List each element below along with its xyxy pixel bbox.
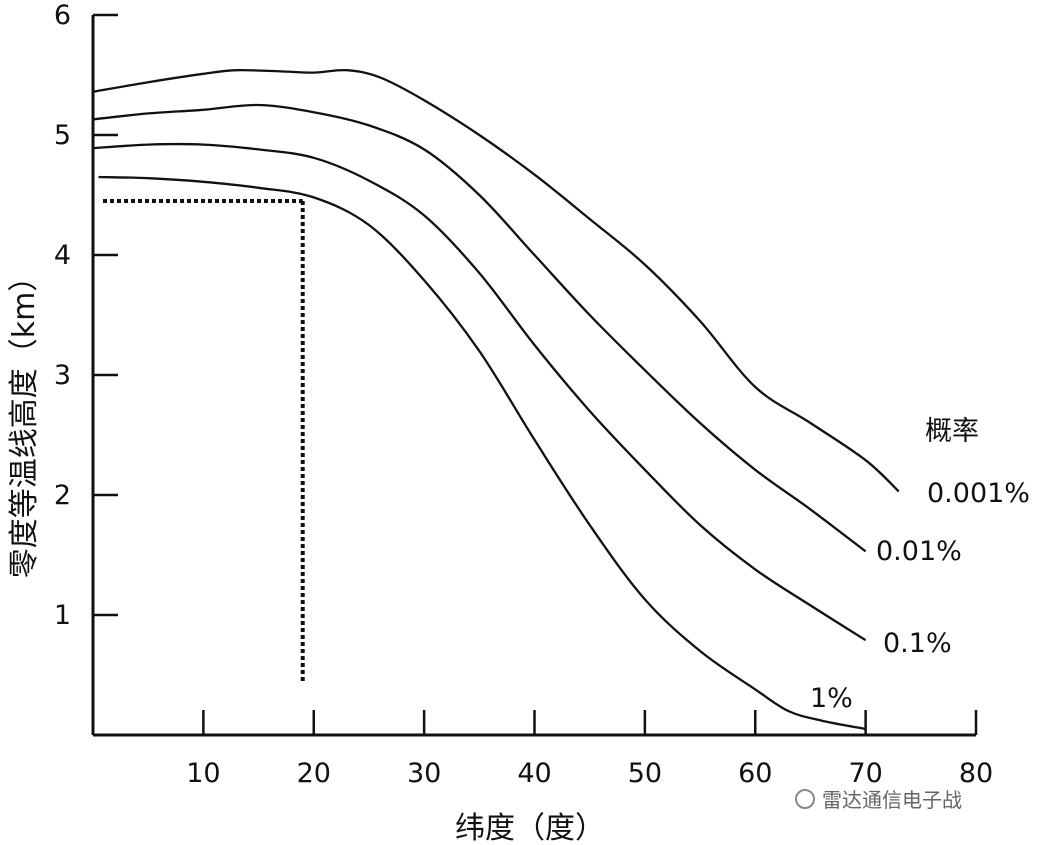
curve-0_1pct <box>92 142 867 642</box>
axes: 1 2 3 4 5 6 10 20 30 40 50 60 70 80 <box>54 0 993 789</box>
wechat-icon <box>795 789 815 809</box>
x-axis-title: 纬度（度） <box>455 811 605 845</box>
x-tick-label: 50 <box>628 758 662 789</box>
x-tick-label: 20 <box>297 758 331 789</box>
y-tick-label: 6 <box>54 0 71 31</box>
x-tick-label: 70 <box>848 758 882 789</box>
y-tick-label: 5 <box>54 120 71 151</box>
x-tick-label: 10 <box>186 758 220 789</box>
y-tick-label: 3 <box>54 360 71 391</box>
legend-title: 概率 <box>925 416 979 447</box>
labels: 纬度（度） 零度等温线高度（km） 概率 0.001% 0.01% 0.1% 1… <box>7 262 1030 845</box>
watermark-text: 雷达通信电子战 <box>822 788 962 812</box>
curve-label-001: 0.01% <box>876 536 962 567</box>
curve-0_001pct <box>92 68 900 493</box>
curves <box>92 68 900 731</box>
curve-label-0001: 0.001% <box>927 478 1030 509</box>
y-axis-title: 零度等温线高度（km） <box>7 262 42 579</box>
x-tick-label: 40 <box>517 758 551 789</box>
curve-0_01pct <box>92 103 867 553</box>
x-tick-label: 30 <box>407 758 441 789</box>
curve-label-1: 1% <box>810 683 853 714</box>
curve-label-01: 0.1% <box>883 628 952 659</box>
curve-1pct <box>98 175 866 731</box>
y-tick-label: 4 <box>54 240 71 271</box>
x-tick-label: 80 <box>959 758 993 789</box>
y-tick-label: 2 <box>54 480 71 511</box>
x-tick-label: 60 <box>738 758 772 789</box>
watermark: 雷达通信电子战 <box>795 788 962 812</box>
dotted-guide <box>103 199 305 681</box>
y-tick-label: 1 <box>54 600 71 631</box>
